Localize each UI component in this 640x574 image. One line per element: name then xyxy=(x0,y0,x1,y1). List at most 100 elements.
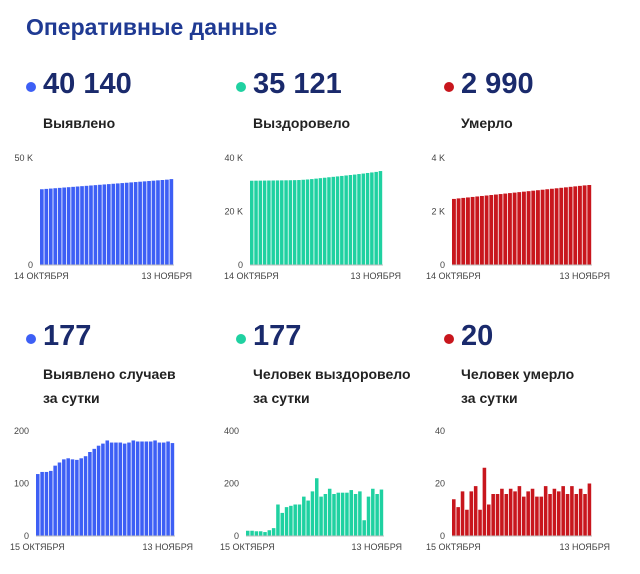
y-tick-label: 50 K xyxy=(14,153,33,163)
bar xyxy=(49,470,53,536)
bar xyxy=(53,188,58,265)
bar xyxy=(526,191,531,265)
bar xyxy=(327,177,331,265)
bar xyxy=(40,189,44,265)
bar xyxy=(166,441,170,536)
bar xyxy=(151,180,156,265)
bar xyxy=(133,182,138,265)
bar xyxy=(48,188,53,265)
bar xyxy=(127,442,131,536)
bar xyxy=(62,187,66,265)
bar xyxy=(361,173,366,265)
bar xyxy=(142,181,147,265)
bar xyxy=(323,494,328,536)
y-tick-label: 2 K xyxy=(431,207,445,217)
stat-value: 35 121 xyxy=(253,68,342,100)
y-tick-label: 20 K xyxy=(224,207,243,217)
bar xyxy=(124,182,129,265)
bar xyxy=(53,465,57,536)
bar xyxy=(375,494,379,536)
bar xyxy=(319,496,323,536)
x-end-label: 13 НОЯБРЯ xyxy=(350,271,401,281)
bar xyxy=(144,441,149,536)
bar xyxy=(267,180,271,265)
bar xyxy=(482,467,487,536)
stat-label: за сутки xyxy=(43,390,100,406)
bar xyxy=(564,187,568,265)
bar xyxy=(508,193,512,265)
bar xyxy=(153,440,157,536)
stat-value: 2 990 xyxy=(461,68,534,100)
x-end-label: 13 НОЯБРЯ xyxy=(142,542,193,552)
stat-label: Выявлено случаев xyxy=(43,366,176,382)
bar xyxy=(84,185,89,265)
bar xyxy=(57,462,62,536)
x-end-label: 13 НОЯБРЯ xyxy=(351,542,402,552)
bar xyxy=(254,531,259,536)
bar xyxy=(66,187,71,265)
bar xyxy=(315,478,319,536)
bar xyxy=(498,194,503,265)
bar xyxy=(522,191,526,265)
bar xyxy=(57,187,62,265)
bar xyxy=(379,489,384,536)
x-start-label: 15 ОКТЯБРЯ xyxy=(220,542,275,552)
bar xyxy=(44,471,49,536)
bar xyxy=(80,186,84,265)
bar xyxy=(310,179,314,265)
bar xyxy=(484,195,489,265)
bar xyxy=(75,186,80,265)
bar xyxy=(495,494,500,536)
bar xyxy=(280,512,285,536)
bar xyxy=(378,171,383,265)
bar xyxy=(246,530,250,536)
bar xyxy=(115,183,120,265)
bar xyxy=(288,180,293,265)
bar xyxy=(297,180,301,265)
bar xyxy=(452,198,456,265)
bar xyxy=(306,500,310,536)
bar xyxy=(250,180,254,265)
bar xyxy=(322,177,327,265)
stat-label: Выздоровело xyxy=(253,115,351,131)
bar xyxy=(129,182,133,265)
bar xyxy=(62,459,66,536)
bar xyxy=(582,185,587,265)
bar xyxy=(513,491,517,536)
bar xyxy=(297,504,302,536)
y-tick-label: 20 xyxy=(435,479,445,489)
bar xyxy=(349,490,354,536)
bar xyxy=(109,442,114,536)
bar xyxy=(548,494,552,536)
bar xyxy=(156,180,160,265)
bar xyxy=(258,531,263,536)
bar xyxy=(543,486,548,536)
stat-value: 177 xyxy=(43,320,92,352)
bar xyxy=(332,494,336,536)
bar xyxy=(500,488,504,536)
y-tick-label: 0 xyxy=(28,260,33,270)
bar xyxy=(357,174,361,265)
bar xyxy=(292,180,297,265)
bar xyxy=(275,180,280,265)
bar xyxy=(370,172,374,265)
stat-dot-red xyxy=(444,82,454,92)
bar xyxy=(545,189,550,265)
bar xyxy=(310,491,315,536)
bar xyxy=(469,491,474,536)
bar xyxy=(271,180,275,265)
bar xyxy=(491,494,495,536)
bar xyxy=(365,172,370,265)
bar xyxy=(267,530,272,536)
bar xyxy=(535,496,539,536)
bar xyxy=(89,185,93,265)
x-start-label: 14 ОКТЯБРЯ xyxy=(426,271,481,281)
stat-value: 40 140 xyxy=(43,68,132,100)
bar xyxy=(550,188,554,265)
bar xyxy=(263,532,267,536)
bar xyxy=(114,442,118,536)
bar xyxy=(335,176,340,265)
bar xyxy=(98,184,102,265)
